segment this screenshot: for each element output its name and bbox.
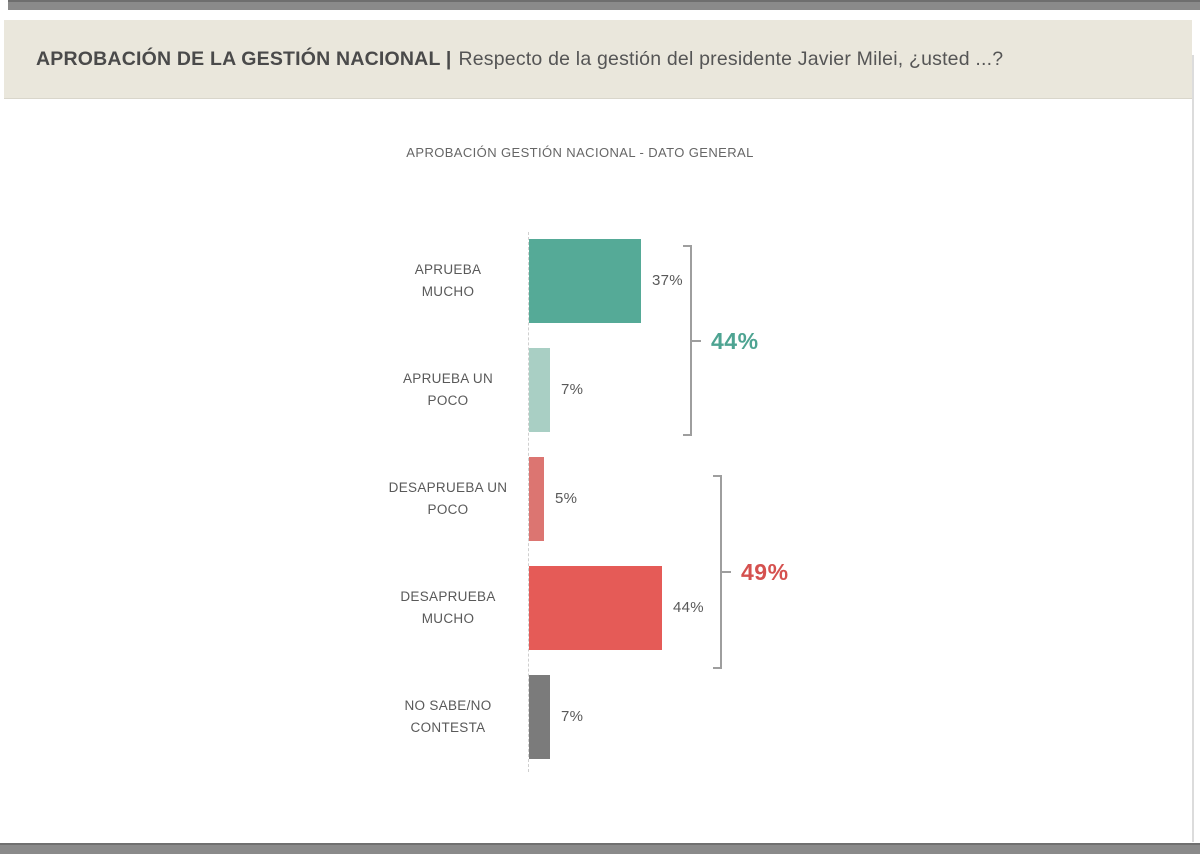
- category-label-line: POCO: [427, 502, 469, 517]
- group-total-label: 44%: [711, 327, 759, 354]
- group-bracket: [683, 245, 692, 436]
- value-label: 7%: [561, 381, 584, 398]
- bar-segment: [529, 675, 550, 759]
- value-label: 37%: [652, 272, 683, 289]
- category-label-line: APRUEBA UN: [402, 371, 494, 386]
- bar-segment: [529, 566, 662, 650]
- chart-title: APROBACIÓN GESTIÓN NACIONAL - DATO GENER…: [406, 145, 754, 160]
- category-label: APRUEBA UN POCO: [380, 348, 516, 432]
- value-label: 5%: [555, 490, 578, 507]
- category-label-line: DESAPRUEBA: [400, 589, 496, 604]
- value-label: 7%: [561, 708, 584, 725]
- header-title-bold: APROBACIÓN DE LA GESTIÓN NACIONAL |: [36, 47, 452, 70]
- group-bracket: [713, 475, 722, 669]
- value-label: 44%: [673, 599, 704, 616]
- group-bracket-tick: [692, 339, 701, 342]
- group-bracket-tick: [722, 571, 731, 573]
- bar-segment: [529, 457, 544, 541]
- category-label-line: MUCHO: [421, 284, 475, 299]
- header: APROBACIÓN DE LA GESTIÓN NACIONAL | Resp…: [4, 20, 1192, 99]
- category-label-line: NO SABE/NO: [404, 698, 492, 713]
- window-top-bar: [8, 0, 1200, 10]
- bar-segment: [529, 239, 641, 323]
- category-label: NO SABE/NO CONTESTA: [380, 675, 516, 759]
- window-bottom-bar: [0, 843, 1200, 854]
- category-label: DESAPRUEBA UN POCO: [380, 457, 516, 541]
- category-label: DESAPRUEBA MUCHO: [380, 566, 516, 650]
- page-right-edge: [1192, 55, 1194, 842]
- bar-segment: [529, 348, 550, 432]
- category-label-line: DESAPRUEBA UN: [388, 480, 508, 495]
- chart-axis-baseline: [528, 232, 529, 772]
- category-label-line: CONTESTA: [410, 720, 486, 735]
- header-title-question: Respecto de la gestión del presidente Ja…: [458, 47, 1004, 70]
- category-label-line: APRUEBA: [414, 262, 482, 277]
- category-label-line: MUCHO: [421, 611, 475, 626]
- category-label: APRUEBA MUCHO: [380, 239, 516, 323]
- category-label-line: POCO: [427, 393, 469, 408]
- group-total-label: 49%: [741, 559, 789, 585]
